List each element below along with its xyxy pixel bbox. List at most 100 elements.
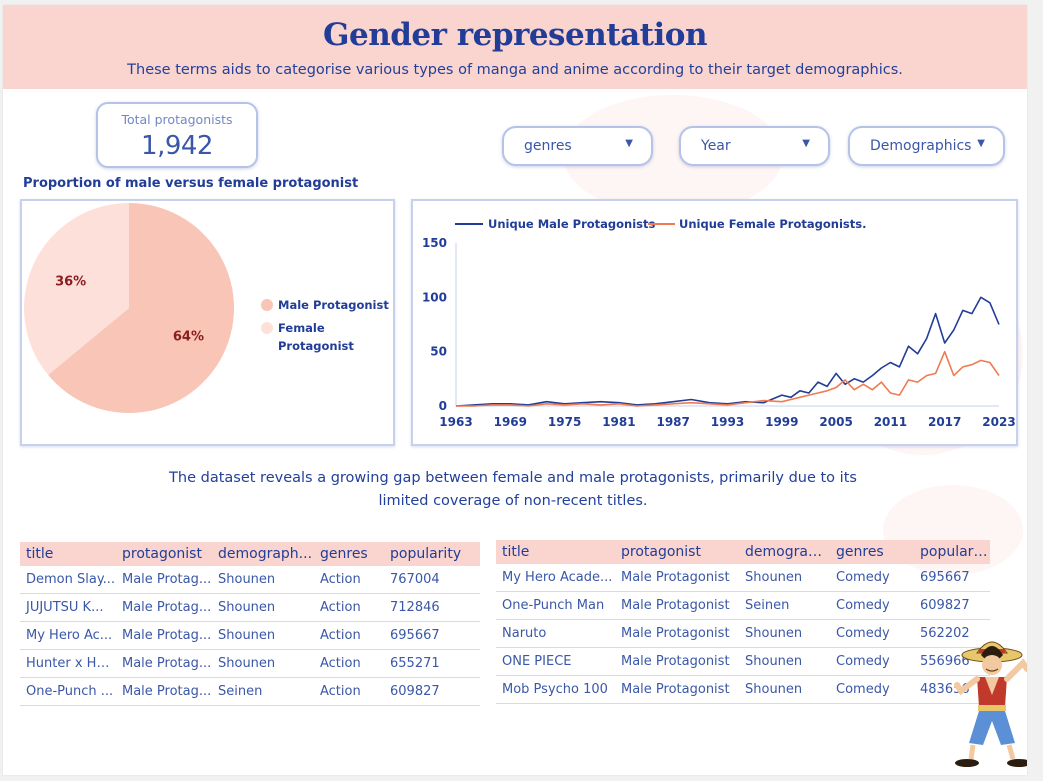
column-header-protagonist[interactable]: protagonist xyxy=(615,540,739,564)
insight-line: limited coverage of non-recent titles. xyxy=(378,493,648,509)
table-cell: 767004 xyxy=(384,566,480,594)
x-tick-label: 1999 xyxy=(765,415,798,429)
pie-chart: 64% 36% Male Protagonist Female Protagon… xyxy=(23,203,389,413)
table-row[interactable]: Demon Slay... Male Protag... Shounen Action… xyxy=(20,566,480,594)
table-row[interactable]: ONE PIECE Male Protagonist Shounen Comedy 55… xyxy=(496,647,990,676)
line-chart-panel: Unique Male Protagonists Unique Female P… xyxy=(411,199,1018,446)
male-legend-label: Unique Male Protagonists xyxy=(488,217,656,231)
table-row[interactable]: One-Punch ... Male Protag... Seinen Action 6… xyxy=(20,677,480,706)
table-row[interactable]: One-Punch Man Male Protagonist Seinen Comed… xyxy=(496,591,990,620)
column-header-title[interactable]: title xyxy=(496,540,615,564)
table-cell: One-Punch ... xyxy=(20,677,116,706)
table-cell: 655271 xyxy=(384,649,480,678)
table-cell: Male Protagonist xyxy=(615,591,739,620)
scorecard-value: 1,942 xyxy=(141,131,213,161)
filter-label: Year xyxy=(701,138,731,154)
table-cell: Shounen xyxy=(739,675,830,704)
table-row[interactable]: My Hero Ac... Male Protag... Shounen Action… xyxy=(20,621,480,650)
table-cell: 695667 xyxy=(384,621,480,650)
table-row[interactable]: My Hero Acade... Male Protagonist Shounen C… xyxy=(496,564,990,592)
table-row[interactable]: JUJUTSU K... Male Protag... Shounen Action 7… xyxy=(20,593,480,622)
action-titles-table: title protagonist demograph... genres popula… xyxy=(20,542,480,706)
x-tick-label: 1975 xyxy=(548,415,581,429)
table-cell: Male Protag... xyxy=(116,566,212,594)
male-protagonists-line[interactable] xyxy=(455,296,1000,407)
table-cell: Male Protagonist xyxy=(615,564,739,592)
caret-down-icon: ▼ xyxy=(802,138,810,149)
table-cell: ONE PIECE xyxy=(496,647,615,676)
female-legend-label-line1: Female xyxy=(278,321,325,335)
filter-label: Demographics xyxy=(870,138,972,154)
table-row[interactable]: Hunter x Hu... Male Protag... Shounen Actio… xyxy=(20,649,480,678)
genres-filter-dropdown[interactable]: genres ▼ xyxy=(502,126,653,166)
line-chart: Unique Male Protagonists Unique Female P… xyxy=(422,217,1016,429)
table-cell: Seinen xyxy=(212,677,314,706)
caret-down-icon: ▼ xyxy=(625,138,633,149)
table-cell: Male Protag... xyxy=(116,677,212,706)
x-tick-label: 2011 xyxy=(874,415,907,429)
table-cell: Action xyxy=(314,649,384,678)
table-cell: Comedy xyxy=(830,564,914,592)
table-cell: Action xyxy=(314,566,384,594)
female-legend-label-line2: Protagonist xyxy=(278,339,354,353)
table-cell: My Hero Ac... xyxy=(20,621,116,650)
y-tick-label: 50 xyxy=(430,345,447,359)
filter-label: genres xyxy=(524,138,572,154)
insight-text: The dataset reveals a growing gap betwee… xyxy=(163,467,863,513)
table-cell: 695667 xyxy=(914,564,990,592)
table-cell: Male Protag... xyxy=(116,621,212,650)
table-cell: Shounen xyxy=(739,564,830,592)
table-cell: Comedy xyxy=(830,647,914,676)
dashboard-canvas: Gender representation These terms aids t… xyxy=(3,5,1027,775)
table-cell: Shounen xyxy=(739,647,830,676)
table-cell: Shounen xyxy=(212,649,314,678)
x-tick-label: 2005 xyxy=(819,415,852,429)
table-cell: Male Protagonist xyxy=(615,675,739,704)
column-header-title[interactable]: title xyxy=(20,542,116,566)
column-header-protagonist[interactable]: protagonist xyxy=(116,542,212,566)
column-header-genres[interactable]: genres xyxy=(314,542,384,566)
pie-chart-panel: 64% 36% Male Protagonist Female Protagon… xyxy=(20,199,395,446)
pie-slice-female[interactable] xyxy=(23,203,129,375)
female-protagonists-line[interactable] xyxy=(456,350,1000,407)
x-tick-label: 1963 xyxy=(439,415,472,429)
column-header-demograph[interactable]: demograph... xyxy=(739,540,830,564)
table-cell: Demon Slay... xyxy=(20,566,116,594)
y-tick-label: 150 xyxy=(422,236,447,250)
page-title: Gender representation xyxy=(323,17,707,53)
pie-slice-male[interactable] xyxy=(48,203,235,413)
female-legend-label: Unique Female Protagonists. xyxy=(679,217,866,231)
table-cell: JUJUTSU K... xyxy=(20,593,116,622)
table-cell: Comedy xyxy=(830,675,914,704)
x-tick-label: 1987 xyxy=(656,415,689,429)
table-cell: Hunter x Hu... xyxy=(20,649,116,678)
table-header-row: title protagonist demograph... genres popula… xyxy=(496,540,990,564)
insight-line: The dataset reveals a growing gap betwee… xyxy=(169,470,857,486)
table-cell: Action xyxy=(314,677,384,706)
demographics-filter-dropdown[interactable]: Demographics ▼ xyxy=(848,126,1005,166)
table-cell: Comedy xyxy=(830,619,914,648)
table-row[interactable]: Naruto Male Protagonist Shounen Comedy 56220… xyxy=(496,619,990,648)
year-filter-dropdown[interactable]: Year ▼ xyxy=(679,126,830,166)
x-tick-label: 2017 xyxy=(928,415,961,429)
table-cell: Mob Psycho 100 xyxy=(496,675,615,704)
y-tick-label: 100 xyxy=(422,290,447,304)
table-row[interactable]: Mob Psycho 100 Male Protagonist Shounen Com… xyxy=(496,675,990,704)
column-header-demograph[interactable]: demograph... xyxy=(212,542,314,566)
table-cell: Shounen xyxy=(212,566,314,594)
y-tick-label: 0 xyxy=(439,399,447,413)
female-legend-swatch xyxy=(261,322,273,334)
column-header-popularity[interactable]: popularity xyxy=(384,542,480,566)
x-tick-label: 1969 xyxy=(494,415,527,429)
table-cell: Action xyxy=(314,593,384,622)
column-header-genres[interactable]: genres xyxy=(830,540,914,564)
table-cell: Shounen xyxy=(212,593,314,622)
table-cell: Male Protagonist xyxy=(615,647,739,676)
column-header-popularity[interactable]: popularity xyxy=(914,540,990,564)
x-tick-label: 1993 xyxy=(711,415,744,429)
table-cell: 562202 xyxy=(914,619,990,648)
table-cell: Male Protag... xyxy=(116,649,212,678)
female-slice-label: 36% xyxy=(55,274,86,289)
table-cell: Male Protagonist xyxy=(615,619,739,648)
table-cell: 609827 xyxy=(384,677,480,706)
